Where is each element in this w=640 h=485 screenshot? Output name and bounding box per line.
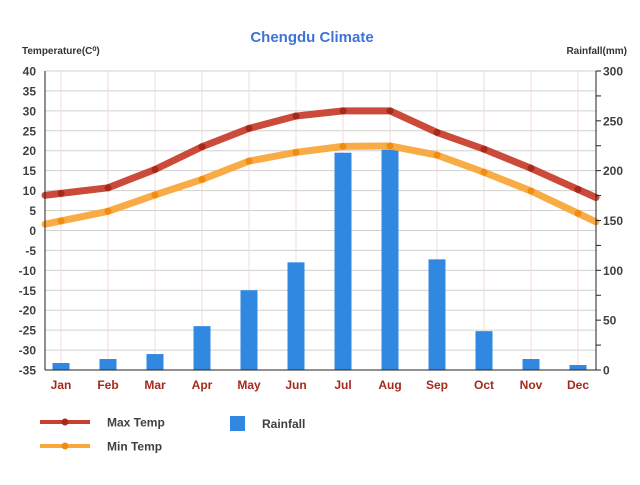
right-tick-label: 250 bbox=[603, 114, 623, 128]
right-axis-label: Rainfall(mm) bbox=[566, 46, 627, 57]
left-tick-label: -15 bbox=[19, 284, 37, 298]
min-temp-marker-oct bbox=[480, 168, 488, 176]
max-temp-marker-mar bbox=[151, 165, 159, 173]
month-label: Aug bbox=[378, 378, 401, 392]
left-tick-label: 30 bbox=[23, 104, 37, 118]
month-label: Jun bbox=[285, 378, 306, 392]
left-tick-label: 20 bbox=[23, 144, 37, 158]
min-temp-marker-may bbox=[245, 157, 253, 165]
legend-rainfall-swatch bbox=[230, 416, 245, 431]
month-label: Oct bbox=[474, 378, 494, 392]
max-temp-marker-sep bbox=[433, 128, 441, 136]
month-label: Jul bbox=[334, 378, 351, 392]
rainfall-bar-sep bbox=[428, 259, 446, 370]
month-label: Dec bbox=[567, 378, 589, 392]
max-temp-marker-jul bbox=[339, 107, 347, 115]
month-label: Sep bbox=[426, 378, 448, 392]
max-temp-marker-apr bbox=[198, 143, 206, 151]
max-temp-marker-dec bbox=[574, 185, 582, 193]
month-label: Apr bbox=[192, 378, 213, 392]
right-tick-label: 0 bbox=[603, 364, 610, 378]
rainfall-bar-feb bbox=[99, 359, 117, 370]
rainfall-bar-jun bbox=[287, 262, 305, 370]
right-tick-label: 100 bbox=[603, 264, 623, 278]
left-tick-label: 10 bbox=[23, 184, 37, 198]
month-label: Feb bbox=[97, 378, 118, 392]
left-tick-label: 15 bbox=[23, 164, 37, 178]
legend-min-temp-marker bbox=[61, 442, 69, 450]
max-temp-marker-feb bbox=[104, 184, 112, 192]
min-temp-marker-jan bbox=[57, 217, 65, 225]
rainfall-bar-dec bbox=[569, 365, 587, 370]
month-label: Nov bbox=[520, 378, 543, 392]
left-tick-label: -35 bbox=[19, 364, 37, 378]
min-temp-marker-sep bbox=[433, 151, 441, 159]
left-axis-label: Temperature(C⁰) bbox=[22, 46, 100, 57]
rainfall-bar-jan bbox=[52, 363, 70, 370]
min-temp-marker-aug bbox=[386, 142, 394, 150]
max-temp-marker-aug bbox=[386, 107, 394, 115]
chart-title: Chengdu Climate bbox=[250, 29, 373, 46]
left-tick-label: 40 bbox=[23, 65, 37, 79]
left-tick-label: -5 bbox=[25, 244, 36, 258]
month-label: May bbox=[237, 378, 261, 392]
left-tick-label: 0 bbox=[29, 224, 36, 238]
min-temp-marker-jul bbox=[339, 142, 347, 150]
rainfall-bar-apr bbox=[193, 326, 211, 370]
rainfall-bar-mar bbox=[146, 354, 164, 370]
legend-min-temp-label: Min Temp bbox=[107, 440, 162, 454]
legend-max-temp-label: Max Temp bbox=[107, 416, 165, 430]
legend-rainfall-label: Rainfall bbox=[262, 417, 305, 431]
max-temp-marker-nov bbox=[527, 164, 535, 172]
month-label: Mar bbox=[144, 378, 166, 392]
min-temp-marker-feb bbox=[104, 207, 112, 215]
right-tick-label: 150 bbox=[603, 214, 623, 228]
max-temp-marker-jan bbox=[57, 189, 65, 197]
rainfall-bar-may bbox=[240, 290, 258, 370]
left-tick-label: -10 bbox=[19, 264, 37, 278]
month-label: Jan bbox=[51, 378, 72, 392]
min-temp-marker-apr bbox=[198, 175, 206, 183]
left-tick-label: -25 bbox=[19, 324, 37, 338]
min-temp-marker-jun bbox=[292, 148, 300, 156]
min-temp-marker-dec bbox=[574, 209, 582, 217]
min-temp-marker-nov bbox=[527, 187, 535, 195]
left-tick-label: 5 bbox=[29, 204, 36, 218]
right-tick-label: 50 bbox=[603, 314, 617, 328]
rainfall-bar-oct bbox=[475, 331, 493, 370]
left-tick-label: -30 bbox=[19, 344, 37, 358]
min-temp-line bbox=[41, 142, 600, 228]
max-temp-marker-oct bbox=[480, 145, 488, 153]
min-temp-marker-mar bbox=[151, 191, 159, 199]
max-temp-line bbox=[41, 107, 600, 201]
rainfall-bar-nov bbox=[522, 359, 540, 370]
rainfall-bar-jul bbox=[334, 152, 352, 370]
max-temp-marker-may bbox=[245, 124, 253, 132]
max-temp-marker-jun bbox=[292, 112, 300, 120]
right-tick-label: 200 bbox=[603, 164, 623, 178]
left-tick-label: 35 bbox=[23, 84, 37, 98]
left-tick-label: -20 bbox=[19, 304, 37, 318]
right-tick-label: 300 bbox=[603, 65, 623, 79]
legend-max-temp-marker bbox=[61, 418, 69, 426]
left-tick-label: 25 bbox=[23, 124, 37, 138]
rainfall-bar-aug bbox=[381, 149, 399, 370]
